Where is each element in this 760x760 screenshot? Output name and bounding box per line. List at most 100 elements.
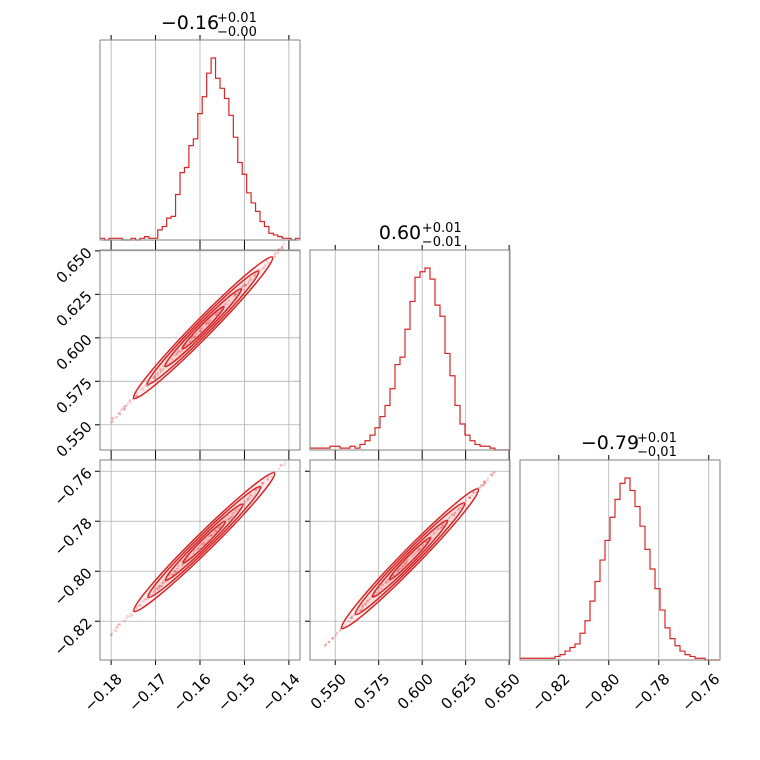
scatter-point [180, 564, 184, 567]
contour-p2-p3-0 [340, 488, 480, 630]
scatter-point [253, 274, 256, 277]
scatter-point [456, 509, 459, 512]
contour-p1-p2-3 [181, 305, 225, 350]
scatter-point [131, 613, 134, 617]
scatter-point [249, 276, 252, 279]
scatter-point [280, 247, 283, 250]
scatter-point [404, 563, 407, 566]
scatter-point [180, 349, 184, 352]
panel-frame-1-0 [99, 249, 301, 451]
scatter-point [486, 477, 489, 480]
scatter-point [156, 373, 160, 376]
histogram-p2 [310, 267, 510, 451]
scatter-point [158, 587, 161, 590]
scatter-point [281, 247, 284, 250]
scatter-point [158, 584, 162, 587]
scatter-point [157, 588, 160, 591]
panel-frame-2-1 [309, 459, 511, 661]
scatter-point [228, 299, 231, 302]
x-tick-label-p1-2: −0.16 [170, 670, 215, 715]
scatter-point [462, 503, 465, 506]
x-tick-label-p1-3: −0.15 [214, 670, 259, 715]
marginal-title-sub-p3: −0.01 [637, 445, 677, 460]
scatter-point [261, 481, 264, 485]
contour-p1-p2-0 [132, 256, 274, 400]
scatter-point [255, 488, 258, 491]
scatter-point [162, 367, 165, 371]
scatter-point [192, 549, 196, 552]
scatter-point [134, 395, 137, 398]
scatter-point [273, 255, 276, 258]
scatter-point [213, 529, 217, 532]
scatter-point [453, 512, 456, 515]
scatter-point [441, 524, 444, 528]
scatter-point [126, 402, 130, 405]
scatter-point [352, 614, 356, 617]
scatter-point [491, 473, 494, 476]
scatter-point [128, 399, 131, 402]
scatter-point [153, 377, 157, 380]
scatter-point [324, 644, 327, 647]
scatter-point [244, 284, 247, 287]
scatter-point [261, 267, 265, 270]
scatter-point [163, 580, 166, 584]
scatter-point [402, 564, 405, 568]
scatter-point [149, 593, 152, 596]
scatter-point [125, 403, 128, 407]
scatter-point [441, 523, 444, 526]
histogram-p3 [520, 477, 720, 661]
scatter-point [267, 475, 270, 479]
scatter-point [283, 464, 286, 467]
scatter-point [264, 264, 267, 267]
scatter-point [284, 461, 287, 464]
scatter-point [361, 604, 364, 608]
scatter-point [450, 513, 453, 516]
scatter-point [248, 496, 252, 499]
scatter-point [159, 370, 162, 373]
scatter-point [215, 529, 219, 532]
scatter-point [247, 281, 250, 284]
scatter-point [195, 332, 199, 335]
scatter-point [266, 477, 269, 481]
scatter-point [272, 470, 275, 473]
scatter-point [482, 483, 486, 486]
scatter-point [116, 623, 120, 626]
scatter-point [258, 269, 262, 272]
scatter-point [470, 494, 474, 497]
scatter-point [131, 609, 134, 612]
scatter-point [118, 412, 122, 416]
scatter-point [403, 561, 406, 565]
panel-frame-1-1 [309, 249, 511, 451]
scatter-point [146, 384, 149, 387]
y-tick-label-p2-0: 0.550 [53, 418, 96, 461]
scatter-point [173, 571, 176, 574]
scatter-point [118, 623, 121, 626]
marginal-title-sub-p2: −0.01 [422, 235, 462, 250]
scatter-point [123, 407, 126, 410]
scatter-point [403, 561, 406, 565]
scatter-point [243, 284, 247, 287]
scatter-point [473, 490, 476, 494]
scatter-point [111, 417, 114, 420]
scatter-point [135, 607, 138, 610]
scatter-point [159, 368, 162, 371]
scatter-point [482, 484, 485, 487]
scatter-point [208, 319, 211, 322]
scatter-point [282, 242, 285, 246]
scatter-point [115, 415, 118, 418]
scatter-point [484, 479, 487, 483]
scatter-point [324, 643, 327, 647]
scatter-point [417, 549, 420, 552]
scatter-point [235, 509, 238, 513]
scatter-point [117, 412, 120, 415]
scatter-point [472, 491, 475, 494]
scatter-point [384, 581, 387, 584]
y-tick-label-p2-4: 0.650 [53, 244, 96, 287]
scatter-point [200, 327, 204, 330]
scatter-point [124, 404, 127, 408]
marginal-title-p1: −0.16 [161, 12, 219, 34]
scatter-point [114, 626, 118, 629]
scatter-point [240, 285, 244, 288]
scatter-point [153, 375, 156, 378]
scatter-point [438, 527, 441, 530]
